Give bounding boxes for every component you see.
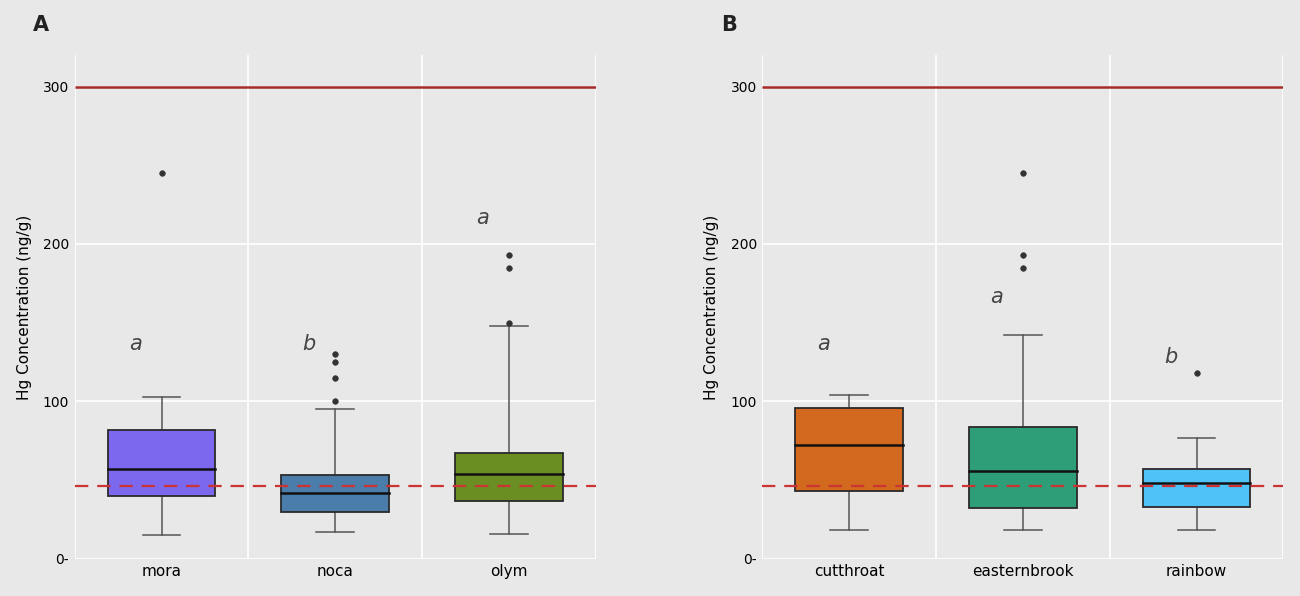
Y-axis label: Hg Concentration (ng/g): Hg Concentration (ng/g) [17,215,31,399]
Bar [796,408,904,491]
Text: b: b [1164,347,1176,367]
Text: a: a [476,208,489,228]
Y-axis label: Hg Concentration (ng/g): Hg Concentration (ng/g) [705,215,719,399]
Text: B: B [720,15,737,35]
Text: a: a [129,334,142,354]
Bar [1143,469,1251,507]
Bar [281,476,389,511]
Bar [108,430,216,496]
Bar [968,427,1076,508]
Text: b: b [303,334,316,354]
Text: a: a [816,334,829,354]
Text: A: A [32,15,49,35]
Text: a: a [991,287,1004,307]
Bar [455,454,563,501]
